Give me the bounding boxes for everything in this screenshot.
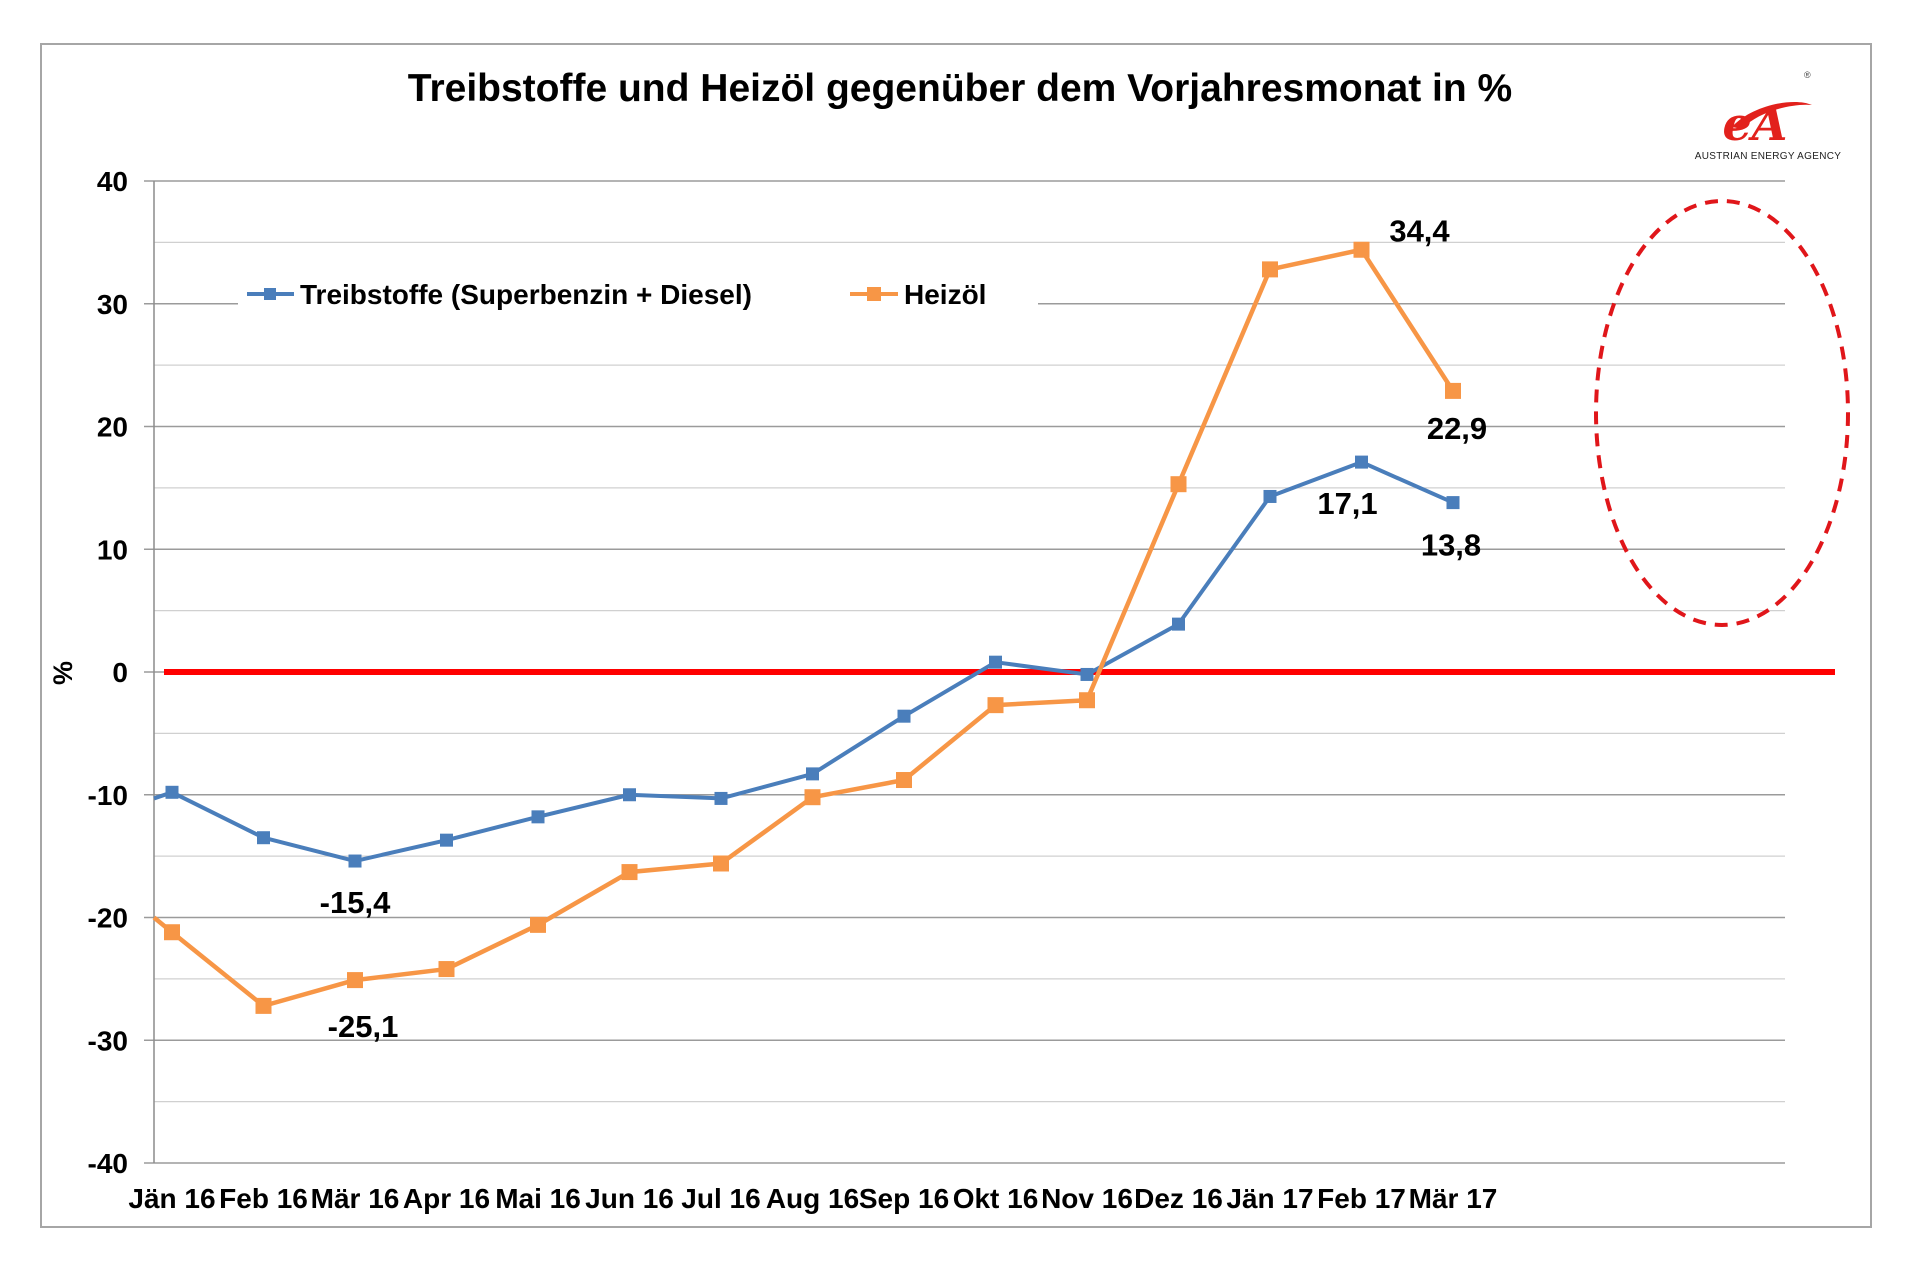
data-point-heizoel [804, 789, 821, 806]
logo-swoosh [1732, 101, 1812, 129]
data-point-heizoel [347, 972, 363, 989]
data-point-heizoel [621, 864, 638, 881]
data-label: 34,4 [1389, 214, 1450, 249]
data-label: -25,1 [328, 1009, 399, 1044]
data-point-treibstoffe [714, 791, 728, 805]
data-point-heizoel [896, 772, 912, 789]
x-tick-label: Jän 17 [1226, 1183, 1313, 1214]
y-tick-label: -10 [88, 780, 128, 811]
y-tick-label: 20 [97, 412, 128, 443]
legend-label-treibstoffe: Treibstoffe (Superbenzin + Diesel) [300, 279, 752, 310]
chart-title: Treibstoffe und Heizöl gegenüber dem Vor… [408, 67, 1512, 110]
y-tick-label: 30 [97, 289, 128, 320]
x-tick-labels: Jän 16 Feb 16 Mär 16 Apr 16 Mai 16 Jun 16 Jul … [128, 1183, 1497, 1214]
data-point-heizoel [713, 855, 729, 872]
highlight-ellipse [1594, 199, 1850, 627]
logo-registered-mark: ® [1804, 70, 1811, 80]
legend-marker-heizoel [867, 287, 881, 301]
data-label: 13,8 [1421, 528, 1481, 563]
series-line-heizoel [152, 247, 1455, 1009]
x-tick-label: Aug 16 [766, 1183, 859, 1214]
x-tick-label: Mär 17 [1409, 1183, 1498, 1214]
legend-background [238, 261, 1038, 335]
data-point-treibstoffe [531, 810, 545, 824]
chart-frame: 40 30 20 10 0 -10 -20 -30 -40 Jän 16 Feb 16 Mär 16… [40, 43, 1872, 1228]
data-point-treibstoffe [623, 788, 636, 802]
data-point-heizoel [1079, 692, 1095, 709]
data-point-treibstoffe [348, 854, 362, 868]
x-tick-label: Mär 16 [311, 1183, 400, 1214]
data-point-heizoel [164, 924, 180, 941]
y-tick-label: -40 [88, 1148, 128, 1179]
data-labels: -15,4 -25,1 34,4 22,9 17,1 13,8 [320, 214, 1488, 1044]
series-lines [152, 241, 1461, 1014]
data-point-heizoel [1170, 476, 1187, 493]
data-point-heizoel [987, 697, 1004, 714]
x-tick-label: Feb 17 [1317, 1183, 1406, 1214]
data-point-treibstoffe [897, 709, 911, 723]
x-tick-label: Dez 16 [1134, 1183, 1223, 1214]
data-point-treibstoffe [1355, 455, 1368, 469]
data-point-treibstoffe [1172, 617, 1185, 631]
x-tick-label: Sep 16 [859, 1183, 949, 1214]
legend-label-heizoel: Heizöl [904, 279, 986, 310]
data-point-treibstoffe [1446, 496, 1460, 510]
y-tick-label: 40 [97, 166, 128, 197]
y-tick-label: 0 [112, 657, 128, 688]
y-tick-labels: 40 30 20 10 0 -10 -20 -30 -40 [88, 166, 128, 1179]
data-label: 17,1 [1317, 486, 1377, 521]
data-label: -15,4 [320, 885, 391, 920]
x-tick-label: Jul 16 [681, 1183, 760, 1214]
data-point-treibstoffe [1080, 667, 1094, 681]
y-tick-label: -30 [88, 1025, 128, 1056]
data-point-treibstoffe [989, 655, 1002, 669]
y-tick-label: 10 [97, 534, 128, 565]
data-point-heizoel [1262, 261, 1278, 278]
legend-item-heizoel: Heizöl [850, 279, 986, 310]
data-point-treibstoffe [440, 833, 453, 847]
data-label: 22,9 [1427, 411, 1487, 446]
x-tick-label: Jän 16 [128, 1183, 215, 1214]
gridlines [144, 180, 1785, 1164]
legend-marker-treibstoffe [264, 288, 276, 300]
data-point-treibstoffe [257, 831, 270, 845]
data-point-heizoel [255, 997, 272, 1014]
legend: Treibstoffe (Superbenzin + Diesel) Heizö… [238, 261, 1038, 335]
y-tick-label: -20 [88, 903, 128, 934]
y-axis-label: % [48, 661, 78, 685]
austrian-energy-agency-logo: eA ® AUSTRIAN ENERGY AGENCY [1695, 70, 1841, 162]
data-point-heizoel [530, 916, 546, 933]
data-point-heizoel [1353, 241, 1370, 258]
line-chart: 40 30 20 10 0 -10 -20 -30 -40 Jän 16 Feb 16 Mär 16… [48, 67, 1850, 1214]
data-point-treibstoffe [165, 785, 179, 799]
logo-text: AUSTRIAN ENERGY AGENCY [1695, 151, 1841, 162]
x-tick-label: Jun 16 [585, 1183, 674, 1214]
data-point-heizoel [1445, 382, 1461, 399]
x-tick-label: Mai 16 [495, 1183, 581, 1214]
x-tick-label: Apr 16 [403, 1183, 490, 1214]
series-line-treibstoffe [153, 460, 1454, 864]
x-tick-label: Feb 16 [219, 1183, 308, 1214]
data-point-heizoel [438, 961, 455, 978]
x-tick-label: Okt 16 [953, 1183, 1039, 1214]
x-tick-label: Nov 16 [1041, 1183, 1133, 1214]
data-point-treibstoffe [1263, 489, 1277, 503]
logo-mark: eA [1723, 97, 1788, 151]
legend-item-treibstoffe: Treibstoffe (Superbenzin + Diesel) [247, 279, 752, 310]
data-point-treibstoffe [806, 767, 819, 781]
